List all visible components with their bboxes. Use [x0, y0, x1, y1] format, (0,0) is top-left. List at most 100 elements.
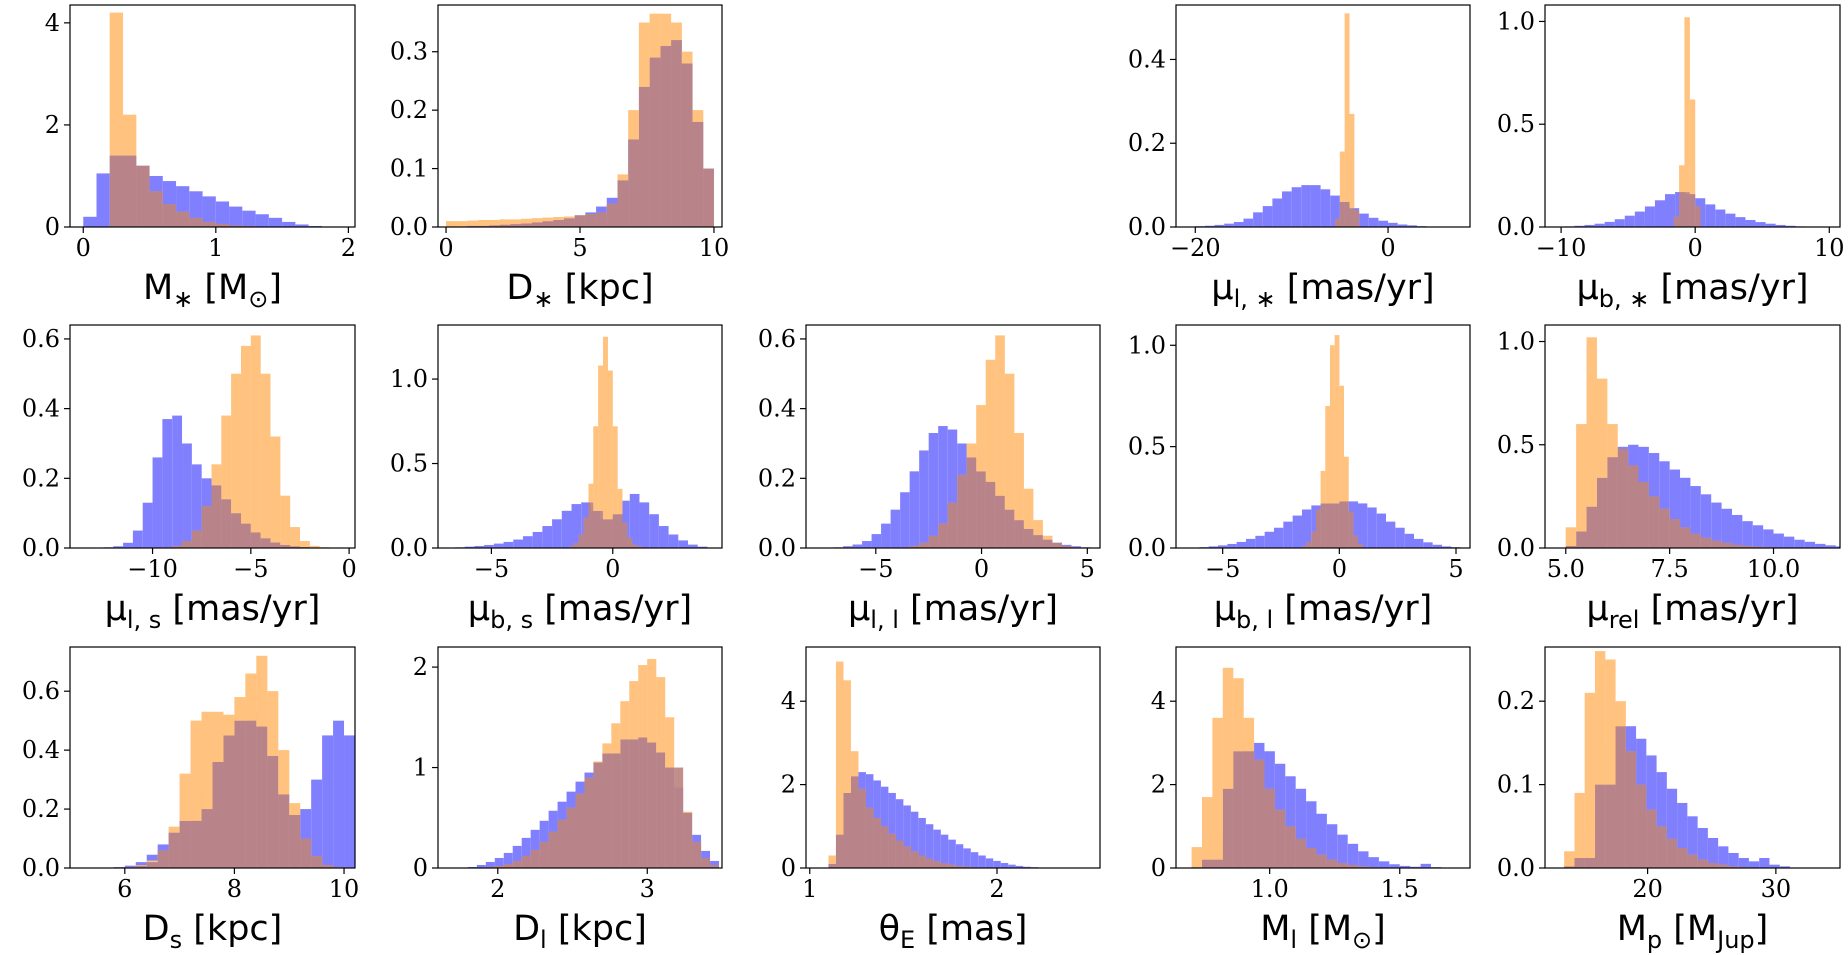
- histogram-panel-11: 2 3 0 1 2 Dl [kpc]: [413, 646, 723, 954]
- prior-bar: [1272, 198, 1283, 227]
- overlap-bar: [1306, 541, 1312, 548]
- overlap-bar: [1615, 726, 1626, 868]
- posterior-bar: [638, 665, 648, 738]
- posterior-bar: [1344, 13, 1350, 202]
- histogram-panel-10: 6 8 10 0.0 0.2 0.4 0.6 Ds [kpc]: [22, 646, 359, 954]
- x-tick-label: 5.0: [1547, 555, 1585, 583]
- overlap-bar: [1325, 503, 1330, 548]
- overlap-bar: [1212, 859, 1223, 868]
- posterior-bar: [553, 217, 564, 220]
- overlap-bar: [499, 224, 511, 227]
- prior-bar: [1291, 187, 1302, 227]
- overlap-bar: [1742, 545, 1753, 548]
- overlap-bar: [267, 756, 279, 868]
- overlap-bar: [1605, 784, 1616, 868]
- histogram-panel-6: −5 0 0.0 0.5 1.0 μb, s [mas/yr]: [390, 324, 723, 634]
- axes-frame: [805, 324, 1101, 549]
- posterior-bar: [681, 51, 693, 64]
- axes-frame: [69, 324, 356, 549]
- prior-bar: [1274, 527, 1284, 548]
- overlap-bar: [1339, 501, 1344, 548]
- histogram-panel-7: −5 0 5 0.0 0.2 0.4 0.6 μl, l [mas/yr]: [758, 324, 1101, 634]
- overlap-bar: [1656, 826, 1667, 868]
- overlap-bar: [1348, 511, 1354, 548]
- overlap-bar: [919, 542, 929, 548]
- prior-bar: [1697, 827, 1708, 868]
- posterior-bar: [835, 661, 844, 835]
- prior-bar: [1358, 851, 1369, 868]
- overlap-bar: [1354, 210, 1360, 227]
- overlap-bar: [1628, 465, 1639, 548]
- posterior-bar: [270, 436, 281, 543]
- posterior-bar: [602, 743, 612, 754]
- y-tick-label: 0.2: [1128, 129, 1166, 157]
- posterior-bar: [1023, 488, 1034, 529]
- x-tick-label: 10.0: [1747, 555, 1800, 583]
- overlap-bar: [241, 523, 251, 548]
- prior-bar: [678, 540, 689, 548]
- prior-bar: [1815, 543, 1826, 548]
- prior-bar: [96, 173, 110, 227]
- prior-bar: [1320, 189, 1331, 227]
- posterior-bar: [1339, 385, 1344, 502]
- posterior-bar: [660, 13, 672, 46]
- prior-bar: [1687, 816, 1698, 868]
- prior-bar: [132, 530, 143, 548]
- axes-frame: [1175, 646, 1471, 869]
- prior-bar: [1718, 846, 1729, 868]
- prior-bar: [1775, 224, 1786, 227]
- x-tick-label: 1: [802, 875, 817, 903]
- prior-bar: [1738, 857, 1749, 868]
- overlap-bar: [656, 752, 666, 868]
- overlap-bar: [895, 840, 904, 868]
- prior-bar: [1614, 219, 1625, 227]
- posterior-bar: [1325, 406, 1330, 504]
- overlap-bar: [1752, 546, 1764, 548]
- prior-bar: [978, 855, 986, 868]
- overlap-bar: [1202, 859, 1213, 868]
- overlap-bar: [245, 720, 257, 868]
- overlap-bar: [172, 545, 183, 548]
- prior-bar: [503, 852, 513, 868]
- posterior-bar: [467, 220, 479, 226]
- prior-bar: [1773, 533, 1784, 548]
- posterior-bar: [123, 114, 137, 156]
- y-tick-label: 0.2: [22, 795, 60, 823]
- overlap-bar: [578, 534, 584, 548]
- prior-bar: [322, 735, 334, 868]
- overlap-bar: [1320, 503, 1326, 548]
- posterior-bar: [1033, 520, 1043, 536]
- prior-bar: [1677, 802, 1688, 868]
- posterior-bar: [234, 697, 246, 721]
- prior-bar: [1389, 864, 1400, 868]
- axis-label-7: μl, l [mas/yr]: [848, 589, 1058, 634]
- y-tick-label: 0: [1151, 854, 1166, 882]
- x-tick-label: 2: [341, 234, 356, 262]
- y-tick-label: 0.2: [22, 464, 60, 492]
- posterior-bar: [828, 855, 836, 864]
- overlap-bar: [574, 215, 586, 227]
- overlap-bar: [692, 841, 702, 868]
- overlap-bar: [573, 542, 579, 548]
- overlap-bar: [858, 788, 866, 868]
- prior-bar: [464, 546, 475, 548]
- prior-bar: [1395, 527, 1405, 548]
- x-tick-label: 1.0: [1251, 875, 1289, 903]
- overlap-bar: [611, 753, 621, 868]
- prior-bar: [1705, 204, 1716, 227]
- prior-bar: [668, 534, 679, 548]
- posterior-bar: [1565, 527, 1577, 546]
- prior-bar: [1759, 857, 1770, 868]
- histogram-panel-5: −10 −5 0 0.0 0.2 0.4 0.6 μl, s [mas/yr]: [22, 324, 357, 634]
- posterior-bar: [1334, 335, 1340, 504]
- overlap-bar: [1330, 503, 1335, 548]
- overlap-bar: [510, 224, 522, 227]
- posterior-bar: [1344, 456, 1349, 502]
- overlap-bar: [1326, 859, 1338, 868]
- overlap-bar: [940, 863, 949, 868]
- prior-bar: [1721, 508, 1732, 548]
- posterior-bar: [1202, 797, 1213, 860]
- prior-bar: [1337, 834, 1348, 868]
- axes-frame: [1544, 646, 1841, 869]
- prior-bar: [1742, 521, 1753, 548]
